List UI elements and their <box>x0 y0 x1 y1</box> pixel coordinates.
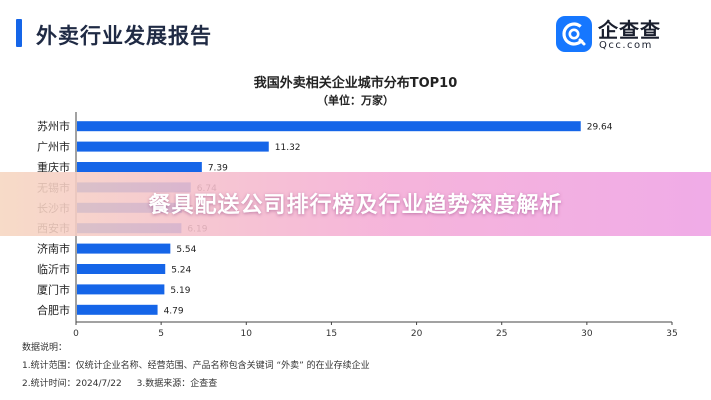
x-tick-label: 20 <box>411 329 423 339</box>
category-label: 重庆市 <box>37 160 70 174</box>
category-label: 厦门市 <box>37 282 70 296</box>
x-tick-label: 0 <box>73 329 79 339</box>
category-label: 济南市 <box>37 242 70 256</box>
category-label: 苏州市 <box>37 119 70 133</box>
notes-scope: 1.统计范围：仅统计企业名称、经营范围、产品名称包含关键词 “外卖” 的在业存续… <box>22 361 370 371</box>
data-notes: 数据说明： 1.统计范围：仅统计企业名称、经营范围、产品名称包含关键词 “外卖”… <box>22 339 370 393</box>
data-label: 5.19 <box>170 286 190 296</box>
data-label: 4.79 <box>164 306 184 316</box>
data-label: 11.32 <box>275 143 301 153</box>
chart-title: 我国外卖相关企业城市分布TOP10 <box>253 76 458 91</box>
bar-10 <box>77 304 158 315</box>
title-accent-bar <box>16 19 22 47</box>
x-tick-label: 30 <box>581 329 593 339</box>
data-label: 5.24 <box>171 266 191 276</box>
x-tick-label: 15 <box>326 329 337 339</box>
x-tick-label: 25 <box>496 329 507 339</box>
chart-subtitle: （单位：万家） <box>317 94 394 107</box>
report-title: 外卖行业发展报告 <box>36 24 212 48</box>
logo-mark-icon <box>556 16 592 52</box>
data-label: 29.64 <box>587 123 613 133</box>
bar-9 <box>77 284 165 295</box>
category-label: 合肥市 <box>37 303 70 317</box>
x-tick-label: 5 <box>158 329 164 339</box>
overlay-banner: 餐具配送公司排行榜及行业趋势深度解析 <box>0 172 711 236</box>
x-tick-label: 10 <box>241 329 253 339</box>
notes-meta: 2.统计时间：2024/7/22 3.数据来源：企查查 <box>22 375 370 393</box>
x-tick-label: 35 <box>666 329 677 339</box>
bar-2 <box>77 141 269 152</box>
bar-1 <box>77 121 581 132</box>
bar-7 <box>77 243 171 254</box>
logo-domain: Qcc.com <box>599 40 653 51</box>
bar-8 <box>77 264 166 274</box>
banner-headline: 餐具配送公司排行榜及行业趋势深度解析 <box>148 193 563 218</box>
qcc-logo: 企查查 Qcc.com <box>556 14 696 58</box>
notes-source: 3.数据来源：企查查 <box>136 379 218 389</box>
report-header: 外卖行业发展报告 企查查 Qcc.com <box>0 0 711 62</box>
category-label: 广州市 <box>37 140 70 154</box>
bar-3 <box>77 162 202 172</box>
logo-name: 企查查 <box>598 18 661 42</box>
data-label: 7.39 <box>208 164 228 174</box>
notes-date: 2.统计时间：2024/7/22 <box>22 379 122 389</box>
data-label: 5.54 <box>176 245 196 255</box>
notes-heading: 数据说明： <box>22 343 68 353</box>
category-label: 临沂市 <box>37 262 70 276</box>
